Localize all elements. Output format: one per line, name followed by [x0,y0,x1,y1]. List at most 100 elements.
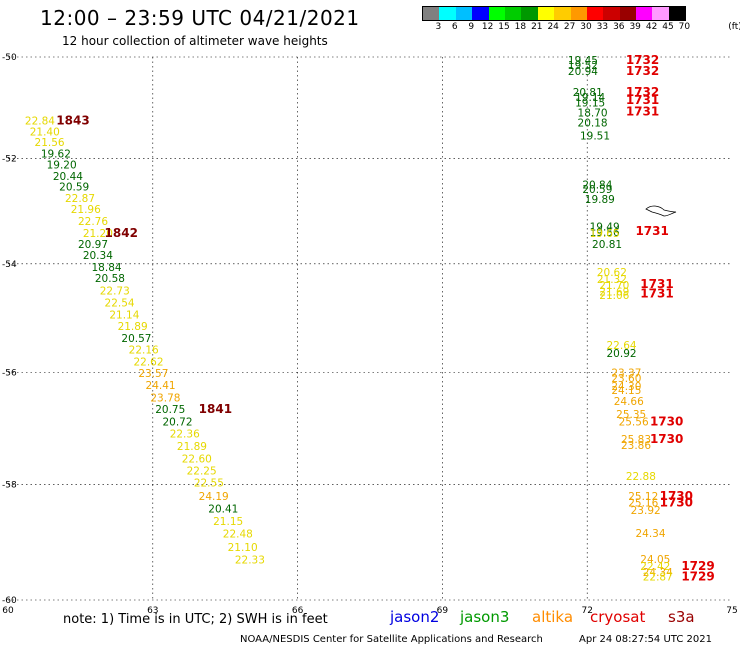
wave-height-label: 19.62 [41,148,71,160]
wave-height-label: 20.41 [208,503,238,515]
color-scale-label: 9 [468,22,475,32]
wave-height-label: 22.48 [223,529,253,541]
time-label: 1732 [626,64,659,78]
wave-height-label: 21.70 [599,280,629,292]
color-swatch [586,7,604,20]
time-label: 1731 [626,104,659,118]
color-swatch [472,7,489,20]
color-swatch [668,7,686,20]
color-scale-label: 42 [645,22,658,32]
wave-height-label: 23.60 [611,373,641,385]
island-coastline-path [645,205,677,217]
color-swatch [521,7,538,20]
wave-height-label: 19.56 [590,227,620,239]
footer-timestamp: Apr 24 08:27:54 UTC 2021 [579,634,712,645]
wave-height-label: 23.92 [631,505,661,517]
wave-height-label: 20.94 [568,66,598,78]
color-swatch [619,7,637,20]
color-scale-label: 15 [498,22,510,32]
color-scale-label: 30 [580,22,592,32]
lon-tick-label: 72 [581,606,592,616]
time-label: 1731 [640,286,673,300]
time-label: 1729 [681,570,714,584]
lat-tick-label: -52 [2,155,17,165]
time-label: 1730 [650,414,683,428]
wave-height-label: 19.15 [575,97,605,109]
wave-height-label: 25.12 [628,491,658,503]
wave-height-label: 22.33 [235,555,265,567]
wave-height-label: 24.41 [146,380,176,392]
color-swatch [537,7,555,20]
color-swatch [570,7,587,20]
wave-height-label: 20.58 [95,273,125,285]
wave-height-label: 21.32 [597,274,627,286]
wave-height-label: 20.34 [83,250,113,262]
wave-height-label: 20.92 [607,348,637,360]
wave-height-label: 24.34 [635,528,665,540]
time-label: 1732 [626,53,659,67]
color-scale-label: 6 [451,22,458,32]
color-scale-unit: (ft) [728,22,740,32]
wave-height-label: 25.56 [619,416,649,428]
wave-height-label: 20.44 [53,171,83,183]
wave-height-label: 21.89 [118,321,148,333]
color-scale-bar [422,6,687,21]
wave-height-label: 22.87 [643,572,673,584]
wave-height-label: 25.16 [628,498,658,510]
page-subtitle: 12 hour collection of altimeter wave hei… [62,34,328,48]
satellite-legend-item: cryosat [590,608,646,626]
wave-height-label: 22.25 [187,465,217,477]
lon-tick-label: 63 [147,606,158,616]
wave-height-label: 23.86 [621,440,651,452]
page-title: 12:00 – 23:59 UTC 04/21/2021 [40,6,360,30]
color-scale-label: 70 [678,22,691,32]
wave-height-label: 22.76 [78,216,108,228]
time-label: 1842 [105,226,138,240]
wave-height-label: 21.10 [228,542,258,554]
wave-height-label: 24.19 [199,491,229,503]
satellite-legend-item: altika [532,608,574,626]
color-swatch [603,7,620,20]
wave-height-label: 21.56 [35,137,65,149]
color-scale-label: 3 [435,22,442,32]
color-scale-label: 33 [596,22,609,32]
wave-height-label: 20.59 [59,182,89,194]
wave-height-label: 20.81 [592,239,622,251]
wave-height-label: 21.69 [599,287,629,299]
color-scale-label: 24 [547,22,559,32]
color-scale-label: 45 [662,22,674,32]
lat-tick-label: -56 [2,368,17,378]
color-scale-label: 18 [514,22,527,32]
wave-height-label: 22.36 [170,429,200,441]
wave-height-label: 19.14 [575,92,605,104]
color-scale-label: 27 [563,22,576,32]
wave-height-label: 22.42 [640,561,670,573]
lat-tick-label: -50 [2,53,17,63]
wave-height-label: 20.72 [162,416,192,428]
wave-height-label: 21.96 [71,204,101,216]
footer-credit: NOAA/NESDIS Center for Satellite Applica… [240,634,543,645]
time-label: 1841 [199,402,232,416]
lon-tick-label: 66 [292,606,304,616]
wave-height-label: 23.78 [150,392,180,404]
wave-height-label: 20.81 [573,87,603,99]
color-scale-label: 36 [613,22,625,32]
wave-height-labels: 22.8421.4021.5619.6219.2020.4420.5922.87… [25,55,673,584]
color-swatch [455,7,473,20]
color-scale-label: 39 [629,22,641,32]
color-swatch [439,7,456,20]
color-swatch [504,7,522,20]
wave-height-label: 22.88 [626,471,656,483]
color-scale-label: 12 [481,22,494,32]
wave-height-label: 21.20 [83,228,113,240]
wave-height-label: 22.87 [65,193,95,205]
wave-height-label: 21.40 [30,126,60,138]
wave-height-label: 22.55 [194,478,224,490]
island-coastline [645,205,677,217]
satellite-legend-item: jason2 [390,608,440,626]
footer-note: note: 1) Time is in UTC; 2) SWH is in fe… [63,612,328,627]
satellite-legend-item: jason3 [460,608,510,626]
wave-height-label: 19.89 [585,194,615,206]
lon-tick-label: 75 [726,606,737,616]
